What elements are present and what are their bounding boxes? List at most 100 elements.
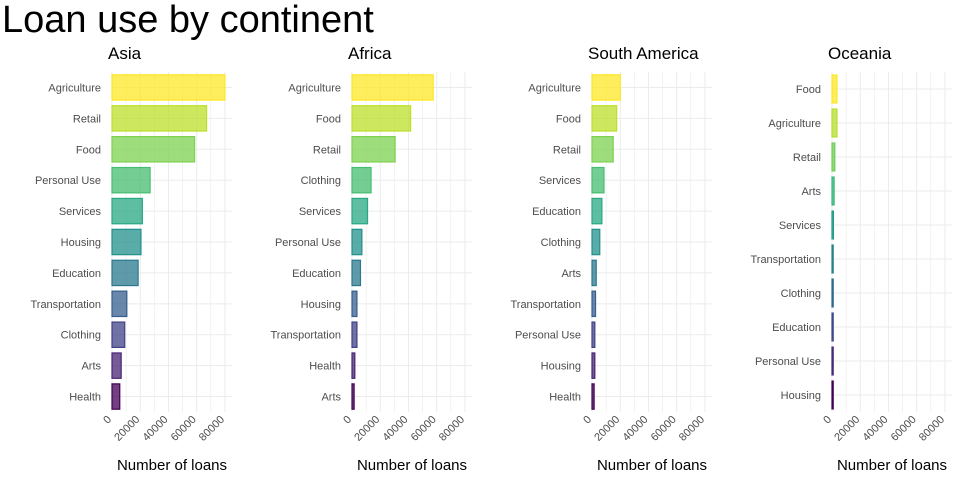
category-label: Retail — [793, 152, 821, 164]
x-tick-label: 60000 — [169, 414, 199, 444]
bar-south-america-arts — [591, 259, 597, 287]
x-tick-label: 80000 — [677, 414, 707, 444]
chart-title: Loan use by continent — [2, 0, 374, 41]
bar-africa-housing — [351, 290, 358, 318]
x-tick-label: 40000 — [620, 414, 650, 444]
bar-asia-agriculture — [111, 74, 226, 101]
category-label: Arts — [81, 361, 101, 373]
category-label: Clothing — [301, 175, 341, 187]
category-label: Education — [532, 206, 581, 218]
bar-africa-arts — [351, 383, 355, 410]
bar-asia-health — [111, 383, 121, 410]
category-label: Housing — [61, 237, 101, 249]
x-axis-title: Number of loans — [117, 457, 227, 474]
x-tick-label: 0 — [821, 414, 834, 427]
bar-africa-agriculture — [351, 74, 434, 101]
panel-title-oceania: Oceania — [828, 44, 892, 63]
category-label: Agriculture — [288, 82, 341, 94]
category-label: Food — [796, 84, 821, 96]
category-label: Transportation — [510, 299, 581, 311]
bar-oceania-personal-use — [831, 346, 834, 376]
bar-oceania-agriculture — [831, 108, 838, 138]
bar-africa-transportation — [351, 321, 358, 348]
panel-title-africa: Africa — [348, 44, 392, 63]
bar-asia-personal-use — [111, 166, 151, 194]
category-label: Health — [549, 392, 581, 404]
bar-south-america-retail — [591, 136, 614, 163]
bar-south-america-transportation — [591, 290, 597, 318]
category-label: Health — [309, 361, 341, 373]
category-label: Personal Use — [35, 175, 101, 187]
bar-oceania-housing — [831, 380, 834, 410]
category-label: Clothing — [61, 330, 101, 342]
x-tick-label: 0 — [341, 414, 354, 427]
x-tick-label: 40000 — [860, 414, 890, 444]
category-label: Personal Use — [275, 237, 341, 249]
x-tick-label: 20000 — [832, 414, 862, 444]
category-label: Food — [556, 113, 581, 125]
category-label: Clothing — [541, 237, 581, 249]
x-axis-title: Number of loans — [837, 457, 947, 474]
x-tick-label: 20000 — [352, 414, 382, 444]
bar-africa-services — [351, 197, 369, 225]
category-label: Housing — [301, 299, 341, 311]
bar-oceania-food — [831, 74, 838, 104]
category-label: Retail — [313, 144, 341, 156]
x-tick-label: 80000 — [437, 414, 467, 444]
bar-asia-retail — [111, 105, 208, 132]
category-label: Services — [779, 220, 822, 232]
bar-asia-services — [111, 197, 143, 225]
bar-africa-clothing — [351, 166, 372, 194]
x-tick-label: 0 — [581, 414, 594, 427]
bar-south-america-personal-use — [591, 321, 596, 348]
category-label: Education — [52, 268, 101, 280]
panel-title-asia: Asia — [108, 44, 142, 63]
category-label: Retail — [73, 113, 101, 125]
x-tick-label: 40000 — [380, 414, 410, 444]
category-label: Retail — [553, 144, 581, 156]
x-tick-label: 20000 — [592, 414, 622, 444]
category-label: Clothing — [781, 288, 821, 300]
bar-south-america-health — [591, 383, 595, 410]
category-label: Transportation — [30, 299, 101, 311]
x-tick-label: 60000 — [889, 414, 919, 444]
category-label: Personal Use — [515, 330, 581, 342]
x-tick-label: 80000 — [917, 414, 947, 444]
x-tick-label: 80000 — [197, 414, 227, 444]
category-label: Services — [539, 175, 582, 187]
category-label: Food — [316, 113, 341, 125]
bar-africa-retail — [351, 136, 396, 163]
category-label: Personal Use — [755, 356, 821, 368]
bar-oceania-arts — [831, 176, 835, 206]
panel-title-south-america: South America — [588, 44, 699, 63]
bar-oceania-transportation — [831, 244, 834, 274]
category-label: Transportation — [270, 330, 341, 342]
category-label: Education — [772, 322, 821, 334]
bar-africa-food — [351, 105, 412, 132]
x-axis-title: Number of loans — [357, 457, 467, 474]
category-label: Services — [299, 206, 342, 218]
x-tick-label: 60000 — [649, 414, 679, 444]
category-label: Agriculture — [528, 82, 581, 94]
bar-oceania-services — [831, 210, 835, 240]
category-label: Education — [292, 268, 341, 280]
x-tick-label: 40000 — [140, 414, 170, 444]
category-label: Arts — [561, 268, 581, 280]
bar-africa-education — [351, 259, 362, 287]
bar-asia-arts — [111, 352, 122, 379]
category-label: Agriculture — [768, 118, 821, 130]
bar-oceania-clothing — [831, 278, 834, 308]
x-tick-label: 20000 — [112, 414, 142, 444]
bar-asia-education — [111, 259, 139, 287]
bar-asia-clothing — [111, 321, 126, 348]
category-label: Health — [69, 392, 101, 404]
x-tick-label: 0 — [101, 414, 114, 427]
bar-south-america-agriculture — [591, 74, 621, 101]
category-label: Housing — [541, 361, 581, 373]
category-label: Housing — [781, 390, 821, 402]
bar-south-america-clothing — [591, 228, 601, 256]
bar-south-america-food — [591, 105, 618, 132]
bar-south-america-education — [591, 197, 603, 225]
bar-africa-personal-use — [351, 228, 363, 256]
